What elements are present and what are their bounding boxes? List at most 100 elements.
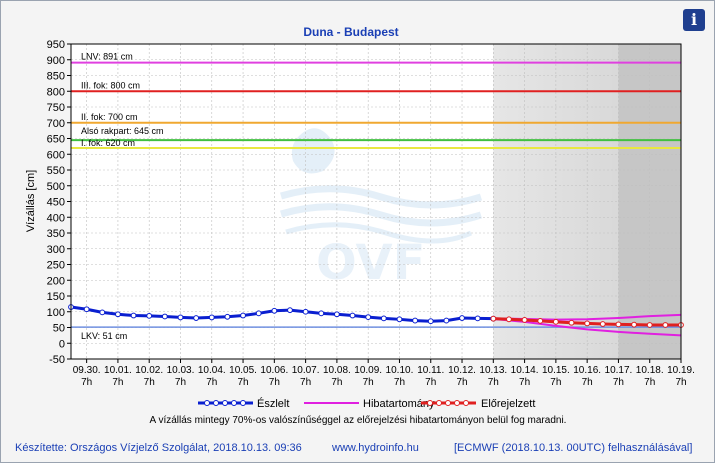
observed-point xyxy=(459,315,465,321)
x-tick-hour: 7h xyxy=(394,377,405,388)
y-tick-label: 850 xyxy=(47,71,65,83)
forecast-point xyxy=(646,322,653,328)
y-axis: -50 0 50 100 150 200 250 300 350 400 450 500 550 600 6… xyxy=(47,39,71,366)
observed-point xyxy=(240,312,246,319)
observed-point xyxy=(318,310,325,317)
x-tick-date: 10.10. xyxy=(386,365,414,376)
observed-point xyxy=(83,306,90,313)
observed-line xyxy=(70,305,494,323)
x-tick-date: 10.19. xyxy=(667,365,695,376)
y-tick-label: -50 xyxy=(49,354,65,366)
forecast-point xyxy=(631,321,637,328)
alert-levels: LNV: 891 cm III. fok: 800 cm II. fok: 700 … xyxy=(71,52,681,341)
x-tick-hour: 7h xyxy=(300,377,311,388)
y-tick-label: 0 xyxy=(59,338,65,350)
legend-error-range: Hibatartomány xyxy=(363,398,435,410)
legend-observed: Észlelt xyxy=(257,397,289,410)
level-label: III. fok: 800 cm xyxy=(81,80,140,90)
x-tick-hour: 7h xyxy=(206,377,217,388)
y-axis-label: Vízállás [cm] xyxy=(25,170,37,232)
forecast-point xyxy=(490,315,497,322)
x-tick-date: 10.02. xyxy=(135,365,163,376)
observed-point xyxy=(115,311,121,318)
y-tick-label: 600 xyxy=(47,149,65,161)
observed-point xyxy=(255,310,262,317)
level-label: Alsó rakpart: 645 cm xyxy=(81,126,164,136)
y-tick-label: 750 xyxy=(47,102,65,114)
plot-border xyxy=(70,43,682,360)
x-tick-hour: 7h xyxy=(613,377,624,388)
x-tick-hour: 7h xyxy=(363,377,374,388)
forecast-point xyxy=(584,320,591,327)
observed-point xyxy=(333,311,340,318)
y-tick-label: 650 xyxy=(47,134,65,146)
svg-text:OVF: OVF xyxy=(316,235,425,291)
forecast-point xyxy=(615,321,622,328)
x-tick-date: 10.12. xyxy=(448,365,476,376)
observed-point xyxy=(396,316,403,323)
forecast-point xyxy=(521,317,528,323)
info-icon[interactable]: i xyxy=(683,9,705,31)
forecast-point xyxy=(662,322,669,328)
observed-point xyxy=(412,317,419,324)
x-tick-hour: 7h xyxy=(425,377,436,388)
series-lines xyxy=(68,304,684,328)
y-tick-label: 150 xyxy=(47,291,65,303)
x-tick-date: 10.11. xyxy=(417,365,444,376)
x-tick-hour: 7h xyxy=(269,377,280,388)
chart-title: Duna - Budapest xyxy=(303,25,398,39)
x-tick-date: 10.16. xyxy=(573,365,601,376)
x-tick-date: 10.07. xyxy=(292,365,320,376)
observed-point xyxy=(287,307,293,314)
x-tick-hour: 7h xyxy=(331,377,342,388)
x-tick-date: 09.30. xyxy=(73,365,101,376)
x-tick-date: 10.13. xyxy=(479,365,507,376)
y-tick-label: 400 xyxy=(47,212,65,224)
legend-forecast: Előrejelzett xyxy=(481,398,535,410)
y-tick-label: 550 xyxy=(47,165,65,177)
x-tick-hour: 7h xyxy=(175,377,186,388)
x-tick-date: 10.15. xyxy=(542,365,570,376)
level-label: LKV: 51 cm xyxy=(81,331,127,341)
x-tick-hour: 7h xyxy=(112,377,123,388)
observed-point xyxy=(130,312,137,319)
observed-point xyxy=(443,317,450,324)
y-tick-label: 200 xyxy=(47,275,65,287)
forecast-note: A vízállás mintegy 70%-os valószínűségge… xyxy=(150,415,567,426)
y-tick-label: 350 xyxy=(47,228,65,240)
observed-point xyxy=(177,314,184,321)
x-tick-date: 10.05. xyxy=(229,365,257,376)
y-tick-label: 950 xyxy=(47,39,65,51)
observed-point xyxy=(365,314,372,321)
y-tick-label: 500 xyxy=(47,181,65,193)
x-tick-hour: 7h xyxy=(519,377,530,388)
observed-point xyxy=(193,315,200,321)
observed-point xyxy=(427,318,434,325)
observed-point xyxy=(271,307,278,314)
forecast-point xyxy=(552,318,559,325)
observed-point xyxy=(99,309,106,316)
x-tick-hour: 7h xyxy=(675,377,686,388)
level-label: I. fok: 620 cm xyxy=(81,138,135,148)
x-tick-hour: 7h xyxy=(456,377,467,388)
observed-point xyxy=(224,313,231,320)
x-axis: 09.30.7h10.01.7h10.02.7h10.03.7h10.04.7h… xyxy=(73,359,695,388)
x-tick-date: 10.08. xyxy=(323,365,351,376)
y-tick-label: 700 xyxy=(47,118,65,130)
x-tick-hour: 7h xyxy=(644,377,655,388)
observed-point xyxy=(349,312,356,319)
x-tick-date: 10.03. xyxy=(167,365,195,376)
x-tick-hour: 7h xyxy=(81,377,92,388)
y-tick-label: 100 xyxy=(47,307,65,319)
forecast-point xyxy=(537,317,544,324)
x-tick-hour: 7h xyxy=(237,377,248,388)
y-tick-label: 300 xyxy=(47,244,65,256)
y-tick-label: 250 xyxy=(47,260,65,272)
x-tick-date: 10.01. xyxy=(104,365,132,376)
footer-url[interactable]: www.hydroinfo.hu xyxy=(331,442,419,454)
legend: Észlelt Hibatartomány Előrejelzett xyxy=(198,397,535,410)
forecast-point xyxy=(568,319,575,326)
observed-point xyxy=(161,313,168,320)
